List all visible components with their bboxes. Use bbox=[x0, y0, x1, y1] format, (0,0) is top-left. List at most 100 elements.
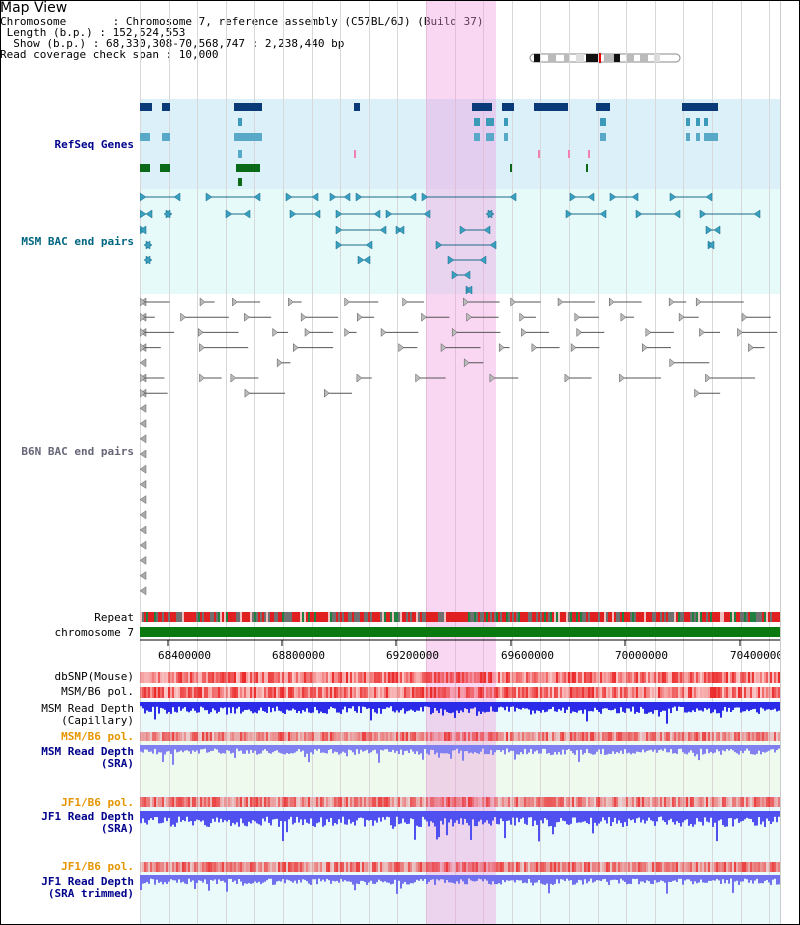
heat-cell bbox=[772, 672, 774, 683]
heat-cell bbox=[258, 672, 260, 683]
heat-cell bbox=[416, 732, 418, 741]
chromosome-ideogram[interactable] bbox=[528, 52, 684, 64]
depth-bar bbox=[460, 702, 462, 711]
heat-cell bbox=[570, 732, 572, 741]
depth-bar bbox=[620, 702, 622, 708]
grid-line bbox=[169, 0, 170, 925]
depth-bar bbox=[608, 745, 610, 754]
heat-cell bbox=[322, 797, 324, 807]
msm-bac-end bbox=[343, 192, 351, 202]
heat-cell bbox=[564, 862, 566, 872]
heat-cell bbox=[214, 672, 216, 683]
heat-cell bbox=[374, 732, 376, 741]
b6n-bac-end bbox=[140, 586, 147, 596]
heat-cell bbox=[174, 862, 176, 872]
heat-cell bbox=[200, 732, 202, 741]
heat-cell bbox=[566, 687, 568, 698]
depth-bar bbox=[260, 745, 262, 754]
depth-bar bbox=[602, 702, 604, 709]
depth-bar bbox=[466, 745, 468, 752]
heat-cell bbox=[474, 862, 476, 872]
depth-bar bbox=[378, 811, 380, 818]
depth-bar bbox=[330, 702, 332, 707]
heat-cell bbox=[694, 862, 696, 872]
depth-bar bbox=[634, 811, 636, 823]
heat-cell bbox=[748, 672, 750, 683]
heat-cell bbox=[226, 687, 228, 698]
repeat-cell bbox=[354, 612, 356, 622]
heat-cell bbox=[750, 687, 752, 698]
depth-bar bbox=[176, 702, 178, 713]
heat-cell bbox=[622, 732, 624, 741]
b6n-bac-end bbox=[695, 297, 702, 307]
msm-bac-end bbox=[335, 209, 343, 219]
depth-bar bbox=[672, 875, 674, 881]
heat-cell bbox=[266, 687, 268, 698]
depth-bar bbox=[638, 811, 640, 818]
feature-layer[interactable] bbox=[140, 0, 780, 925]
depth-bar bbox=[574, 745, 576, 755]
depth-bar bbox=[260, 702, 262, 708]
depth-bar bbox=[688, 875, 690, 880]
heat-cell bbox=[592, 672, 594, 683]
depth-bar bbox=[596, 745, 598, 752]
depth-bar bbox=[578, 745, 580, 762]
heat-cell bbox=[264, 862, 266, 872]
heat-cell bbox=[442, 862, 444, 872]
heat-cell bbox=[730, 862, 732, 872]
heat-cell bbox=[688, 732, 690, 741]
heat-cell bbox=[290, 687, 292, 698]
depth-bar bbox=[778, 875, 780, 885]
depth-bar bbox=[528, 875, 530, 879]
heat-cell bbox=[152, 862, 154, 872]
depth-bar bbox=[256, 745, 258, 755]
depth-bar bbox=[504, 811, 506, 839]
heat-cell bbox=[692, 672, 694, 683]
depth-bar bbox=[428, 702, 430, 708]
heat-cell bbox=[680, 797, 682, 807]
depth-bar bbox=[342, 702, 344, 710]
depth-bar bbox=[346, 745, 348, 757]
repeat-cell bbox=[524, 612, 526, 622]
depth-bar bbox=[242, 811, 244, 824]
heat-cell bbox=[456, 687, 458, 698]
depth-bar bbox=[654, 811, 656, 826]
msm-bac-end bbox=[479, 255, 487, 265]
heat-cell bbox=[632, 687, 634, 698]
depth-bar bbox=[552, 875, 554, 885]
depth-bar bbox=[528, 745, 530, 753]
heat-cell bbox=[326, 687, 328, 698]
heat-cell bbox=[646, 672, 648, 683]
heat-cell bbox=[352, 862, 354, 872]
refseq-label[interactable]: RefSeq Genes bbox=[54, 138, 134, 151]
depth-bar bbox=[280, 702, 282, 712]
heat-cell bbox=[518, 797, 520, 807]
heat-cell bbox=[728, 732, 730, 741]
depth-bar bbox=[632, 811, 634, 820]
depth-bar bbox=[356, 745, 358, 750]
repeat-cell bbox=[708, 612, 710, 622]
heat-cell bbox=[222, 672, 224, 683]
heat-cell bbox=[756, 862, 758, 872]
depth-bar bbox=[696, 702, 698, 709]
depth-bar bbox=[654, 745, 656, 750]
depth-bar bbox=[610, 745, 612, 754]
heat-cell bbox=[616, 732, 618, 741]
depth-bar bbox=[538, 875, 540, 881]
msm-bac-label[interactable]: MSM BAC end pairs bbox=[21, 235, 134, 248]
selected-region-highlight[interactable] bbox=[426, 0, 496, 925]
heat-cell bbox=[390, 862, 392, 872]
heat-cell bbox=[510, 687, 512, 698]
b6n-bac-label[interactable]: B6N BAC end pairs bbox=[21, 445, 134, 458]
gene-feature bbox=[704, 118, 708, 126]
heat-cell bbox=[184, 797, 186, 807]
heat-cell bbox=[362, 687, 364, 698]
heat-cell bbox=[506, 862, 508, 872]
heat-cell bbox=[316, 797, 318, 807]
track-panel[interactable] bbox=[140, 0, 780, 925]
heat-cell bbox=[444, 687, 446, 698]
heat-cell bbox=[660, 732, 662, 741]
depth-bar bbox=[744, 745, 746, 751]
heat-cell bbox=[732, 797, 734, 807]
heat-cell bbox=[616, 687, 618, 698]
